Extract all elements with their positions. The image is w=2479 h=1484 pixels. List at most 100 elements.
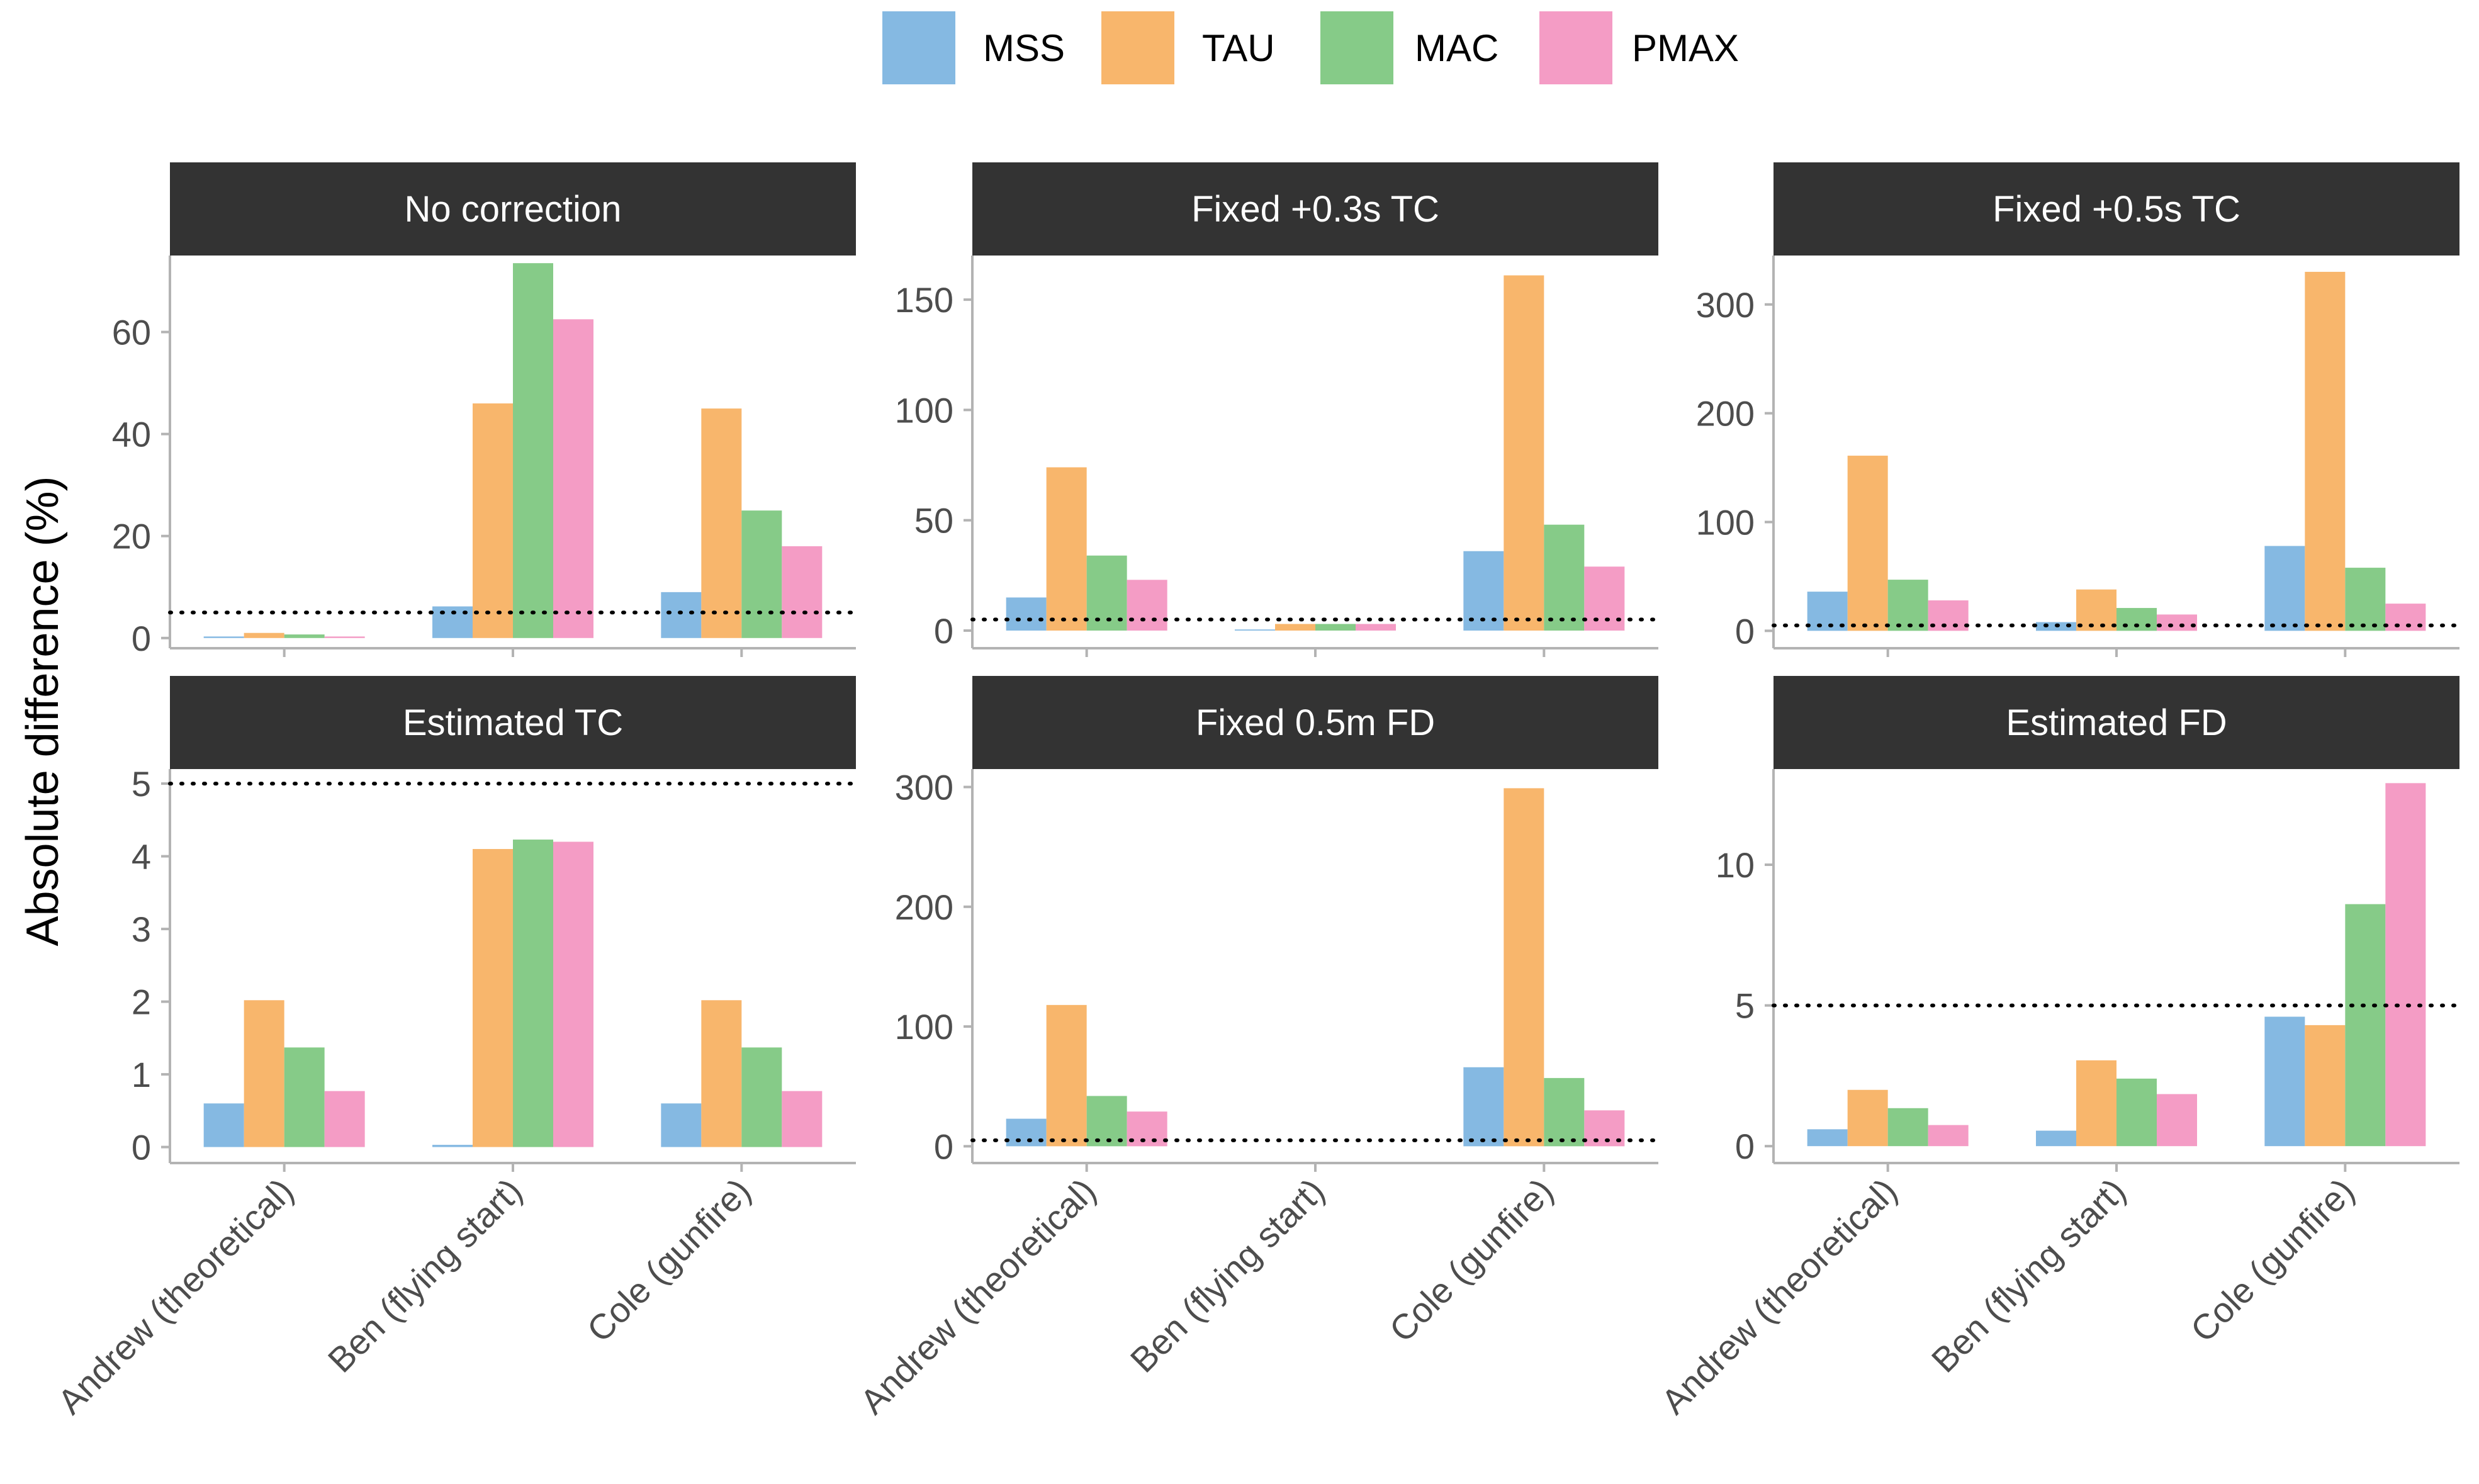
panel-title-estimated-tc: Estimated TC <box>403 702 623 743</box>
x-tick-label: Andrew (theoretical) <box>852 1171 1103 1422</box>
y-tick-label: 20 <box>112 517 151 556</box>
bar-mac-3 <box>1544 525 1584 631</box>
bar-pmax-2 <box>1356 624 1396 631</box>
bar-mac-1 <box>284 634 325 638</box>
bar-mac-2 <box>1315 624 1356 631</box>
y-tick-label: 2 <box>132 982 151 1022</box>
x-tick-label: Andrew (theoretical) <box>50 1171 301 1422</box>
bar-mac-2 <box>2116 1079 2157 1146</box>
bar-pmax-2 <box>2157 614 2197 631</box>
y-tick-label: 0 <box>132 619 151 658</box>
bar-mac-3 <box>2345 904 2385 1147</box>
y-tick-label: 100 <box>895 1007 953 1047</box>
bar-mac-1 <box>284 1047 325 1147</box>
x-tick-label: Cole (gunfire) <box>579 1171 758 1349</box>
x-tick-label: Ben (flying start) <box>320 1171 530 1380</box>
bar-mss-2 <box>432 1145 473 1147</box>
bar-tau-3 <box>2305 272 2345 631</box>
bar-tau-1 <box>244 1000 284 1147</box>
bar-pmax-3 <box>782 1091 822 1147</box>
bar-tau-3 <box>1504 276 1544 631</box>
bar-tau-2 <box>473 403 513 638</box>
bar-pmax-1 <box>325 636 365 638</box>
bar-mss-3 <box>661 592 701 638</box>
legend-swatch-mss <box>882 11 955 84</box>
bar-tau-2 <box>473 849 513 1147</box>
x-tick-label: Cole (gunfire) <box>1381 1171 1560 1349</box>
bar-mac-2 <box>2116 608 2157 631</box>
legend-label-tau: TAU <box>1202 27 1275 69</box>
bar-pmax-3 <box>782 546 822 638</box>
bar-tau-2 <box>1275 624 1315 631</box>
y-tick-label: 0 <box>132 1128 151 1167</box>
legend-label-pmax: PMAX <box>1632 27 1739 69</box>
y-tick-label: 5 <box>1735 986 1755 1026</box>
panel-title-no-correction: No correction <box>405 189 622 230</box>
y-tick-label: 150 <box>895 280 953 320</box>
bar-mss-1 <box>204 1103 244 1147</box>
y-tick-label: 1 <box>132 1055 151 1094</box>
y-tick-label: 0 <box>1735 1127 1755 1166</box>
bar-mac-3 <box>741 1047 782 1147</box>
y-axis-title: Absolute difference (%) <box>18 476 68 946</box>
bar-mss-3 <box>2264 1016 2305 1146</box>
x-tick-label: Cole (gunfire) <box>2183 1171 2361 1349</box>
y-tick-label: 40 <box>112 415 151 454</box>
bar-pmax-2 <box>553 319 593 638</box>
bar-mac-1 <box>1888 580 1928 631</box>
bar-mac-2 <box>513 840 553 1147</box>
x-tick-label: Ben (flying start) <box>1924 1171 2133 1380</box>
panel-title-fixed-0-5m-fd: Fixed 0.5m FD <box>1196 702 1435 743</box>
legend-swatch-tau <box>1101 11 1174 84</box>
y-tick-label: 300 <box>1696 285 1755 325</box>
y-tick-label: 100 <box>1696 502 1755 542</box>
bar-tau-1 <box>1848 1090 1888 1146</box>
bar-tau-1 <box>1047 468 1087 631</box>
bar-tau-1 <box>1047 1005 1087 1147</box>
bar-tau-1 <box>244 633 284 638</box>
legend-label-mac: MAC <box>1415 27 1498 69</box>
x-tick-label: Andrew (theoretical) <box>1653 1171 1904 1422</box>
y-tick-label: 200 <box>1696 394 1755 434</box>
legend-swatch-mac <box>1320 11 1393 84</box>
bar-pmax-3 <box>2385 783 2426 1146</box>
bar-tau-2 <box>2076 1060 2116 1146</box>
y-tick-label: 200 <box>895 887 953 927</box>
y-tick-label: 100 <box>895 390 953 430</box>
bar-pmax-1 <box>325 1091 365 1147</box>
legend-label-mss: MSS <box>983 27 1065 69</box>
bar-mss-2 <box>2036 1131 2076 1147</box>
bar-mac-3 <box>741 510 782 638</box>
bar-mss-1 <box>1006 597 1047 631</box>
bar-pmax-2 <box>2157 1094 2197 1146</box>
bar-tau-3 <box>2305 1025 2345 1146</box>
y-tick-label: 0 <box>934 611 953 651</box>
bar-pmax-1 <box>1928 1125 1969 1147</box>
bar-mss-2 <box>1235 629 1275 631</box>
bar-mac-3 <box>2345 568 2385 631</box>
bar-tau-3 <box>1504 788 1544 1146</box>
bar-mac-2 <box>513 263 553 638</box>
y-tick-label: 60 <box>112 313 151 352</box>
bar-mss-1 <box>1807 1129 1848 1146</box>
legend-swatch-pmax <box>1539 11 1612 84</box>
bar-mss-3 <box>661 1103 701 1147</box>
bar-tau-1 <box>1848 456 1888 631</box>
bar-tau-3 <box>701 408 741 638</box>
bar-pmax-2 <box>553 841 593 1147</box>
bar-tau-3 <box>701 1000 741 1147</box>
panel-title-estimated-fd: Estimated FD <box>2006 702 2227 743</box>
bar-mss-1 <box>204 636 244 638</box>
bar-mss-3 <box>1463 1067 1504 1147</box>
panel-title-fixed-0-5s-tc: Fixed +0.5s TC <box>1993 189 2240 230</box>
bar-mac-3 <box>1544 1078 1584 1146</box>
y-tick-label: 4 <box>132 837 151 877</box>
bar-pmax-1 <box>1127 580 1167 631</box>
bar-mss-3 <box>2264 546 2305 631</box>
y-tick-label: 10 <box>1716 845 1755 885</box>
y-tick-label: 5 <box>132 764 151 804</box>
bar-mac-1 <box>1888 1108 1928 1146</box>
y-tick-label: 50 <box>914 501 953 541</box>
